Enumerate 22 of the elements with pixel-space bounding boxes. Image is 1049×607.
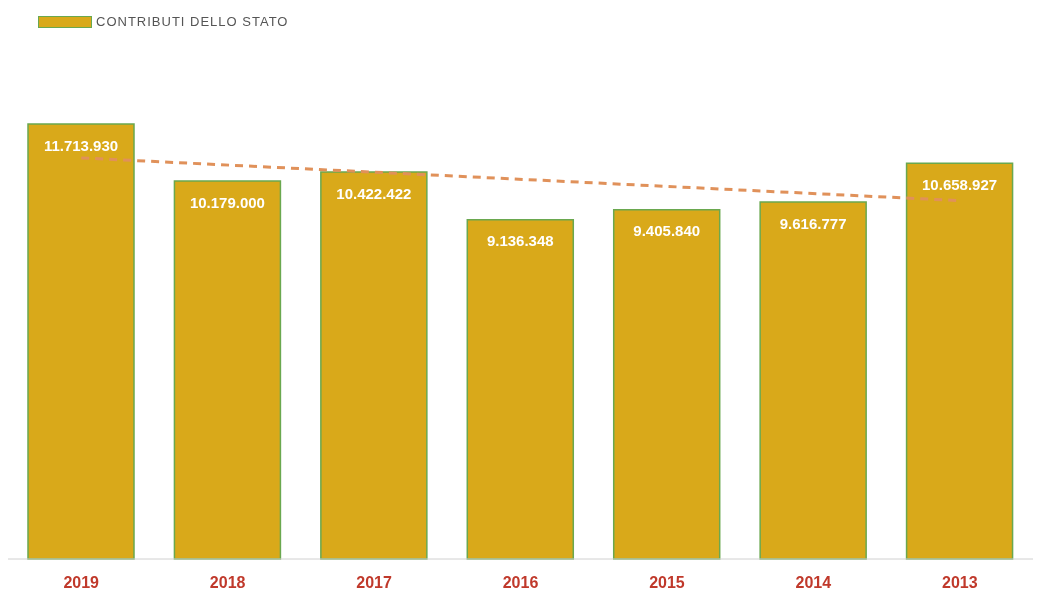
data-label: 10.422.422 bbox=[336, 184, 412, 202]
x-tick-label: 2016 bbox=[502, 574, 539, 592]
x-tick-label: 2013 bbox=[941, 574, 978, 592]
x-tick-label: 2019 bbox=[63, 574, 100, 592]
x-tick-label: 2017 bbox=[356, 574, 392, 592]
data-label: 9.405.840 bbox=[633, 222, 701, 240]
x-tick-label: 2014 bbox=[795, 574, 832, 592]
data-label: 9.616.777 bbox=[779, 214, 847, 232]
data-label: 11.713.930 bbox=[43, 136, 119, 154]
data-label: 10.658.927 bbox=[922, 175, 998, 193]
x-tick-label: 2018 bbox=[209, 574, 246, 592]
bar bbox=[466, 218, 575, 560]
data-label: 10.179.000 bbox=[189, 193, 265, 211]
x-tick-label: 2015 bbox=[649, 574, 685, 592]
bar bbox=[905, 162, 1014, 560]
legend-label: CONTRIBUTI DELLO STATO bbox=[96, 14, 289, 29]
data-label: 9.136.348 bbox=[486, 232, 554, 250]
bar bbox=[27, 123, 135, 560]
bar bbox=[173, 180, 282, 560]
bar bbox=[320, 171, 428, 560]
bar bbox=[759, 201, 867, 560]
bar bbox=[612, 208, 721, 560]
